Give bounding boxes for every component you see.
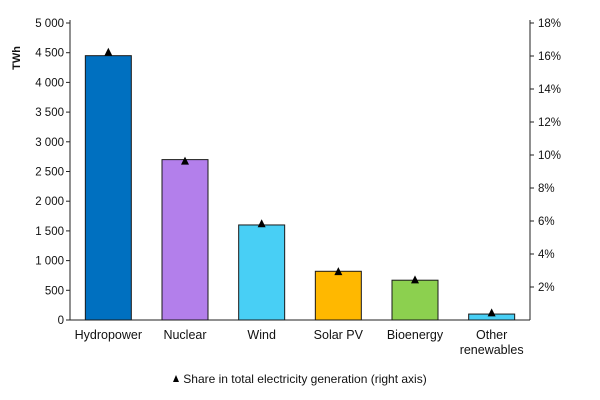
share-marker <box>181 156 189 165</box>
y2-tick-label: 18% <box>538 18 561 30</box>
legend-triangle-icon <box>173 375 180 382</box>
x-tick-label: Hydropower <box>75 328 142 342</box>
x-tick-label: Solar PV <box>314 328 364 342</box>
y-tick-label: 4 500 <box>35 48 64 60</box>
x-tick-label: Bioenergy <box>387 328 444 342</box>
x-tick-label-line: Nuclear <box>163 328 206 342</box>
x-tick-label: Wind <box>247 328 276 342</box>
x-tick-label: Other renewables <box>460 328 524 357</box>
y-tick-label: 5 000 <box>35 18 64 30</box>
y2-tick-label: 16% <box>538 51 561 63</box>
share-marker <box>334 267 343 276</box>
x-tick-label-line: Bioenergy <box>387 328 444 342</box>
share-marker <box>487 308 496 317</box>
share-marker <box>104 47 113 56</box>
share-marker <box>411 275 419 284</box>
y2-tick-label: 12% <box>538 117 561 129</box>
share-marker <box>257 219 266 228</box>
x-tick-label-line: Wind <box>247 328 276 342</box>
legend: Share in total electricity generation (r… <box>0 372 600 386</box>
y-tick-label: 3 500 <box>35 107 64 119</box>
y-tick-label: 3 000 <box>35 137 64 149</box>
y-tick-label: 4 000 <box>35 77 64 89</box>
x-tick-label-line: Solar PV <box>314 328 364 342</box>
y2-tick-label: 8% <box>538 183 555 195</box>
bar <box>161 159 209 321</box>
bar <box>391 279 439 321</box>
y-tick-label: 500 <box>45 285 64 297</box>
bar <box>238 224 286 321</box>
bar <box>84 55 132 321</box>
y-tick-label: 1 000 <box>35 256 64 268</box>
x-tick-label: Nuclear <box>163 328 206 342</box>
y-axis-label: TWh <box>11 46 23 70</box>
y-tick-label: 0 <box>58 315 64 327</box>
x-tick-label-line: Other <box>476 328 507 342</box>
x-tick-label-line: renewables <box>460 343 524 357</box>
y-tick-label: 2 500 <box>35 167 64 179</box>
y2-tick-label: 6% <box>538 216 555 228</box>
x-tick-label-line: Hydropower <box>75 328 142 342</box>
y2-tick-label: 2% <box>538 282 555 294</box>
y2-tick-label: 10% <box>538 150 561 162</box>
y2-tick-label: 14% <box>538 84 561 96</box>
bar <box>314 270 362 321</box>
y-tick-label: 2 000 <box>35 196 64 208</box>
legend-label: Share in total electricity generation (r… <box>183 372 427 386</box>
y-tick-label: 1 500 <box>35 226 64 238</box>
y2-tick-label: 4% <box>538 249 555 261</box>
